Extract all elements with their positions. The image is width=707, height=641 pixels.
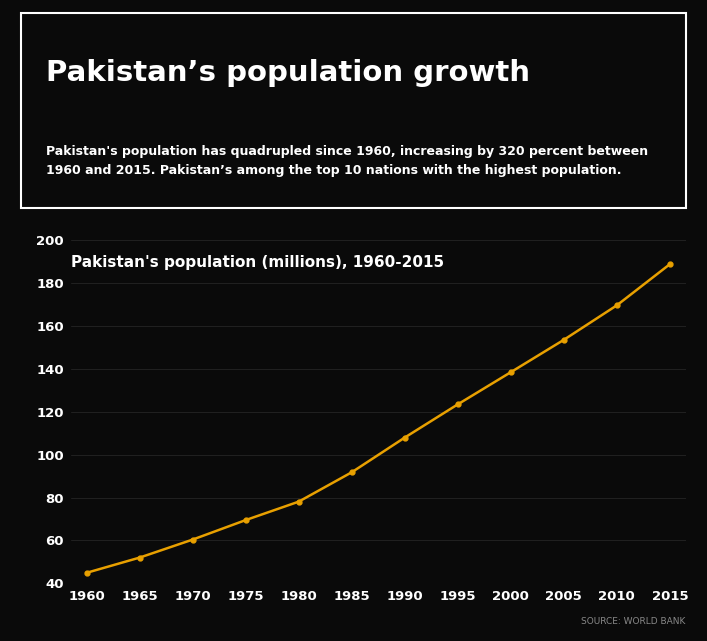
Text: Pakistan's population has quadrupled since 1960, increasing by 320 percent betwe: Pakistan's population has quadrupled sin… (46, 146, 648, 178)
Bar (21, 13, 686, 208)
Text: Pakistan’s population growth: Pakistan’s population growth (46, 59, 530, 87)
Text: SOURCE: WORLD BANK: SOURCE: WORLD BANK (581, 617, 686, 626)
Text: Pakistan's population (millions), 1960-2015: Pakistan's population (millions), 1960-2… (71, 255, 444, 271)
